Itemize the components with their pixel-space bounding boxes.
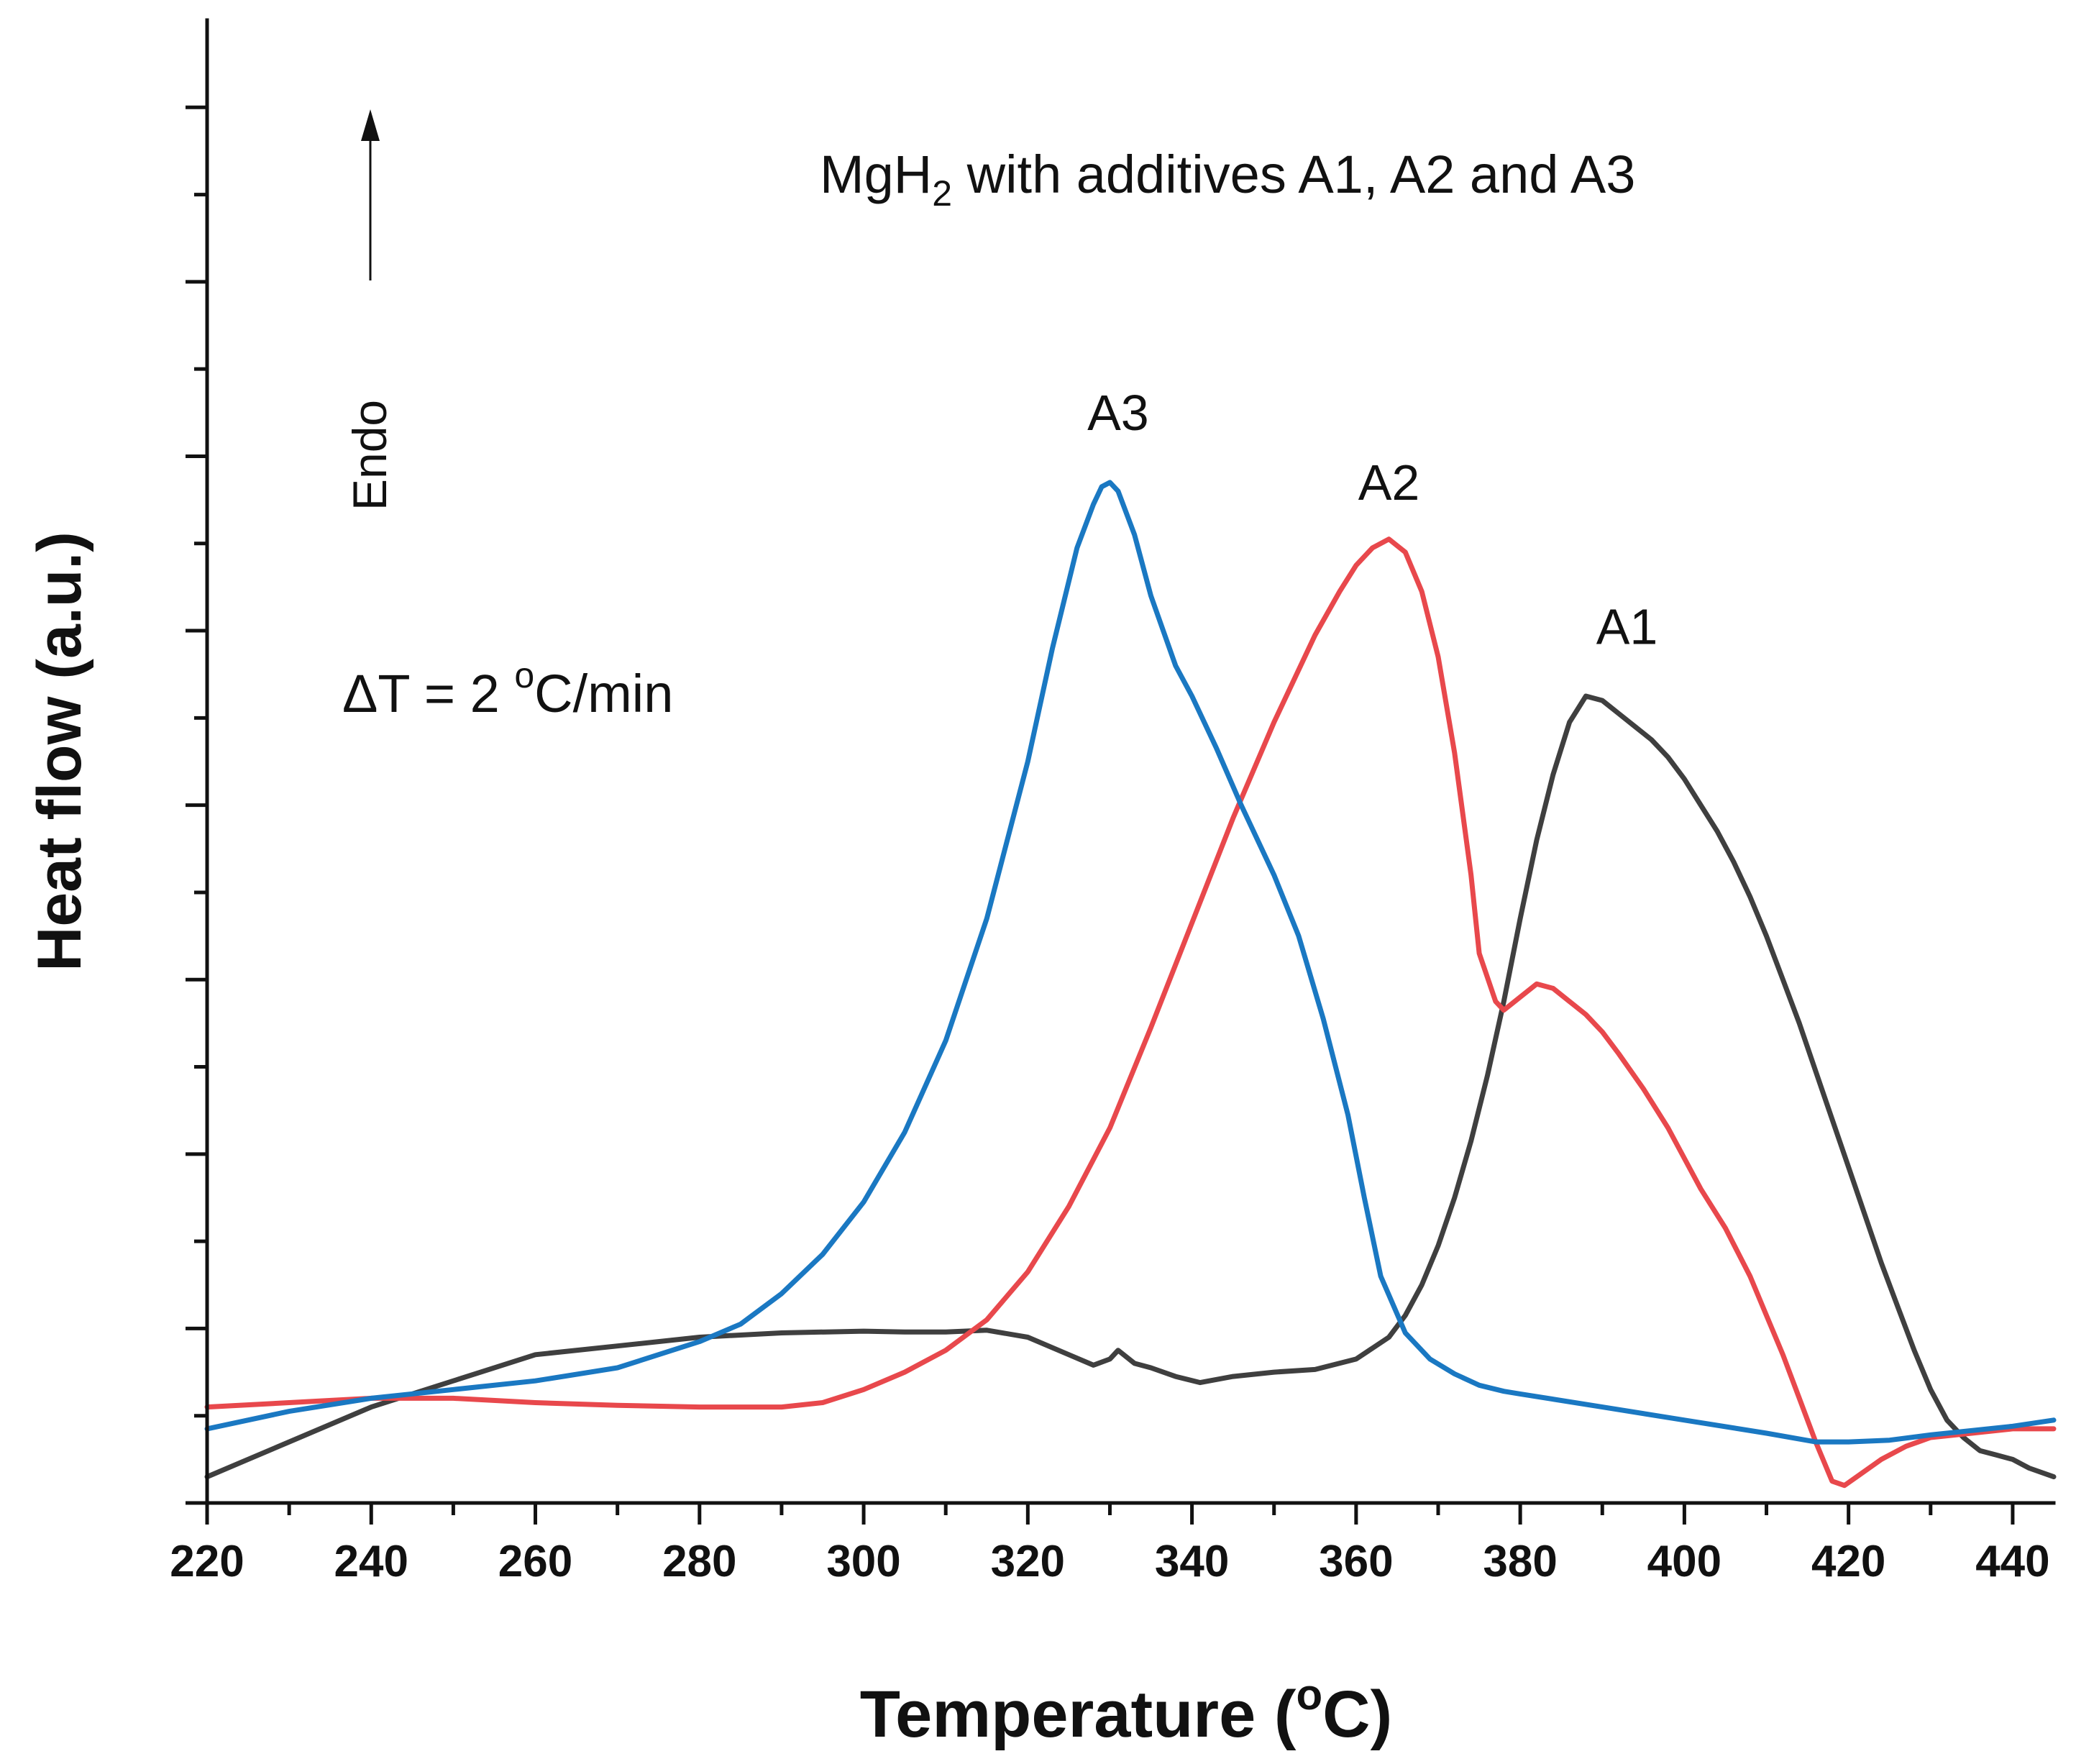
x-tick-label: 240 [334,1537,408,1586]
dsc-chart: A1 A2 A3 220 240 260 280 300 320 340 360 380 400 420… [0,0,2076,1764]
axes-layer: 220 240 260 280 300 320 340 360 380 400 420 440 [170,20,2054,1586]
x-tick-label: 320 [991,1537,1065,1586]
y-axis-title: Heat flow (a.u.) [25,531,94,972]
x-axis-title: Temperature (oC) [860,1671,1392,1751]
chart-title: MgH2 with additives A1, A2 and A3 [820,145,1635,214]
peak-label-a2: A2 [1358,454,1420,511]
x-tick-label: 260 [498,1537,572,1586]
x-tick-label: 280 [662,1537,736,1586]
x-tick-label: 400 [1647,1537,1721,1586]
peak-label-a3: A3 [1087,385,1149,441]
x-tick-label: 300 [826,1537,900,1586]
endo-arrow-icon [361,109,380,280]
endo-label: Endo [343,400,396,511]
x-tick-label: 440 [1975,1537,2049,1586]
peak-label-a1: A1 [1596,598,1658,654]
x-tick-label: 220 [170,1537,244,1586]
x-tick-label: 380 [1483,1537,1557,1586]
x-tick-label: 360 [1319,1537,1393,1586]
heating-rate-annotation: ΔT = 2 oC/min [342,655,673,723]
series-line-a1 [207,696,2054,1477]
x-tick-label: 340 [1155,1537,1229,1586]
series-layer: A1 A2 A3 [207,385,2054,1486]
x-tick-label: 420 [1811,1537,1885,1586]
